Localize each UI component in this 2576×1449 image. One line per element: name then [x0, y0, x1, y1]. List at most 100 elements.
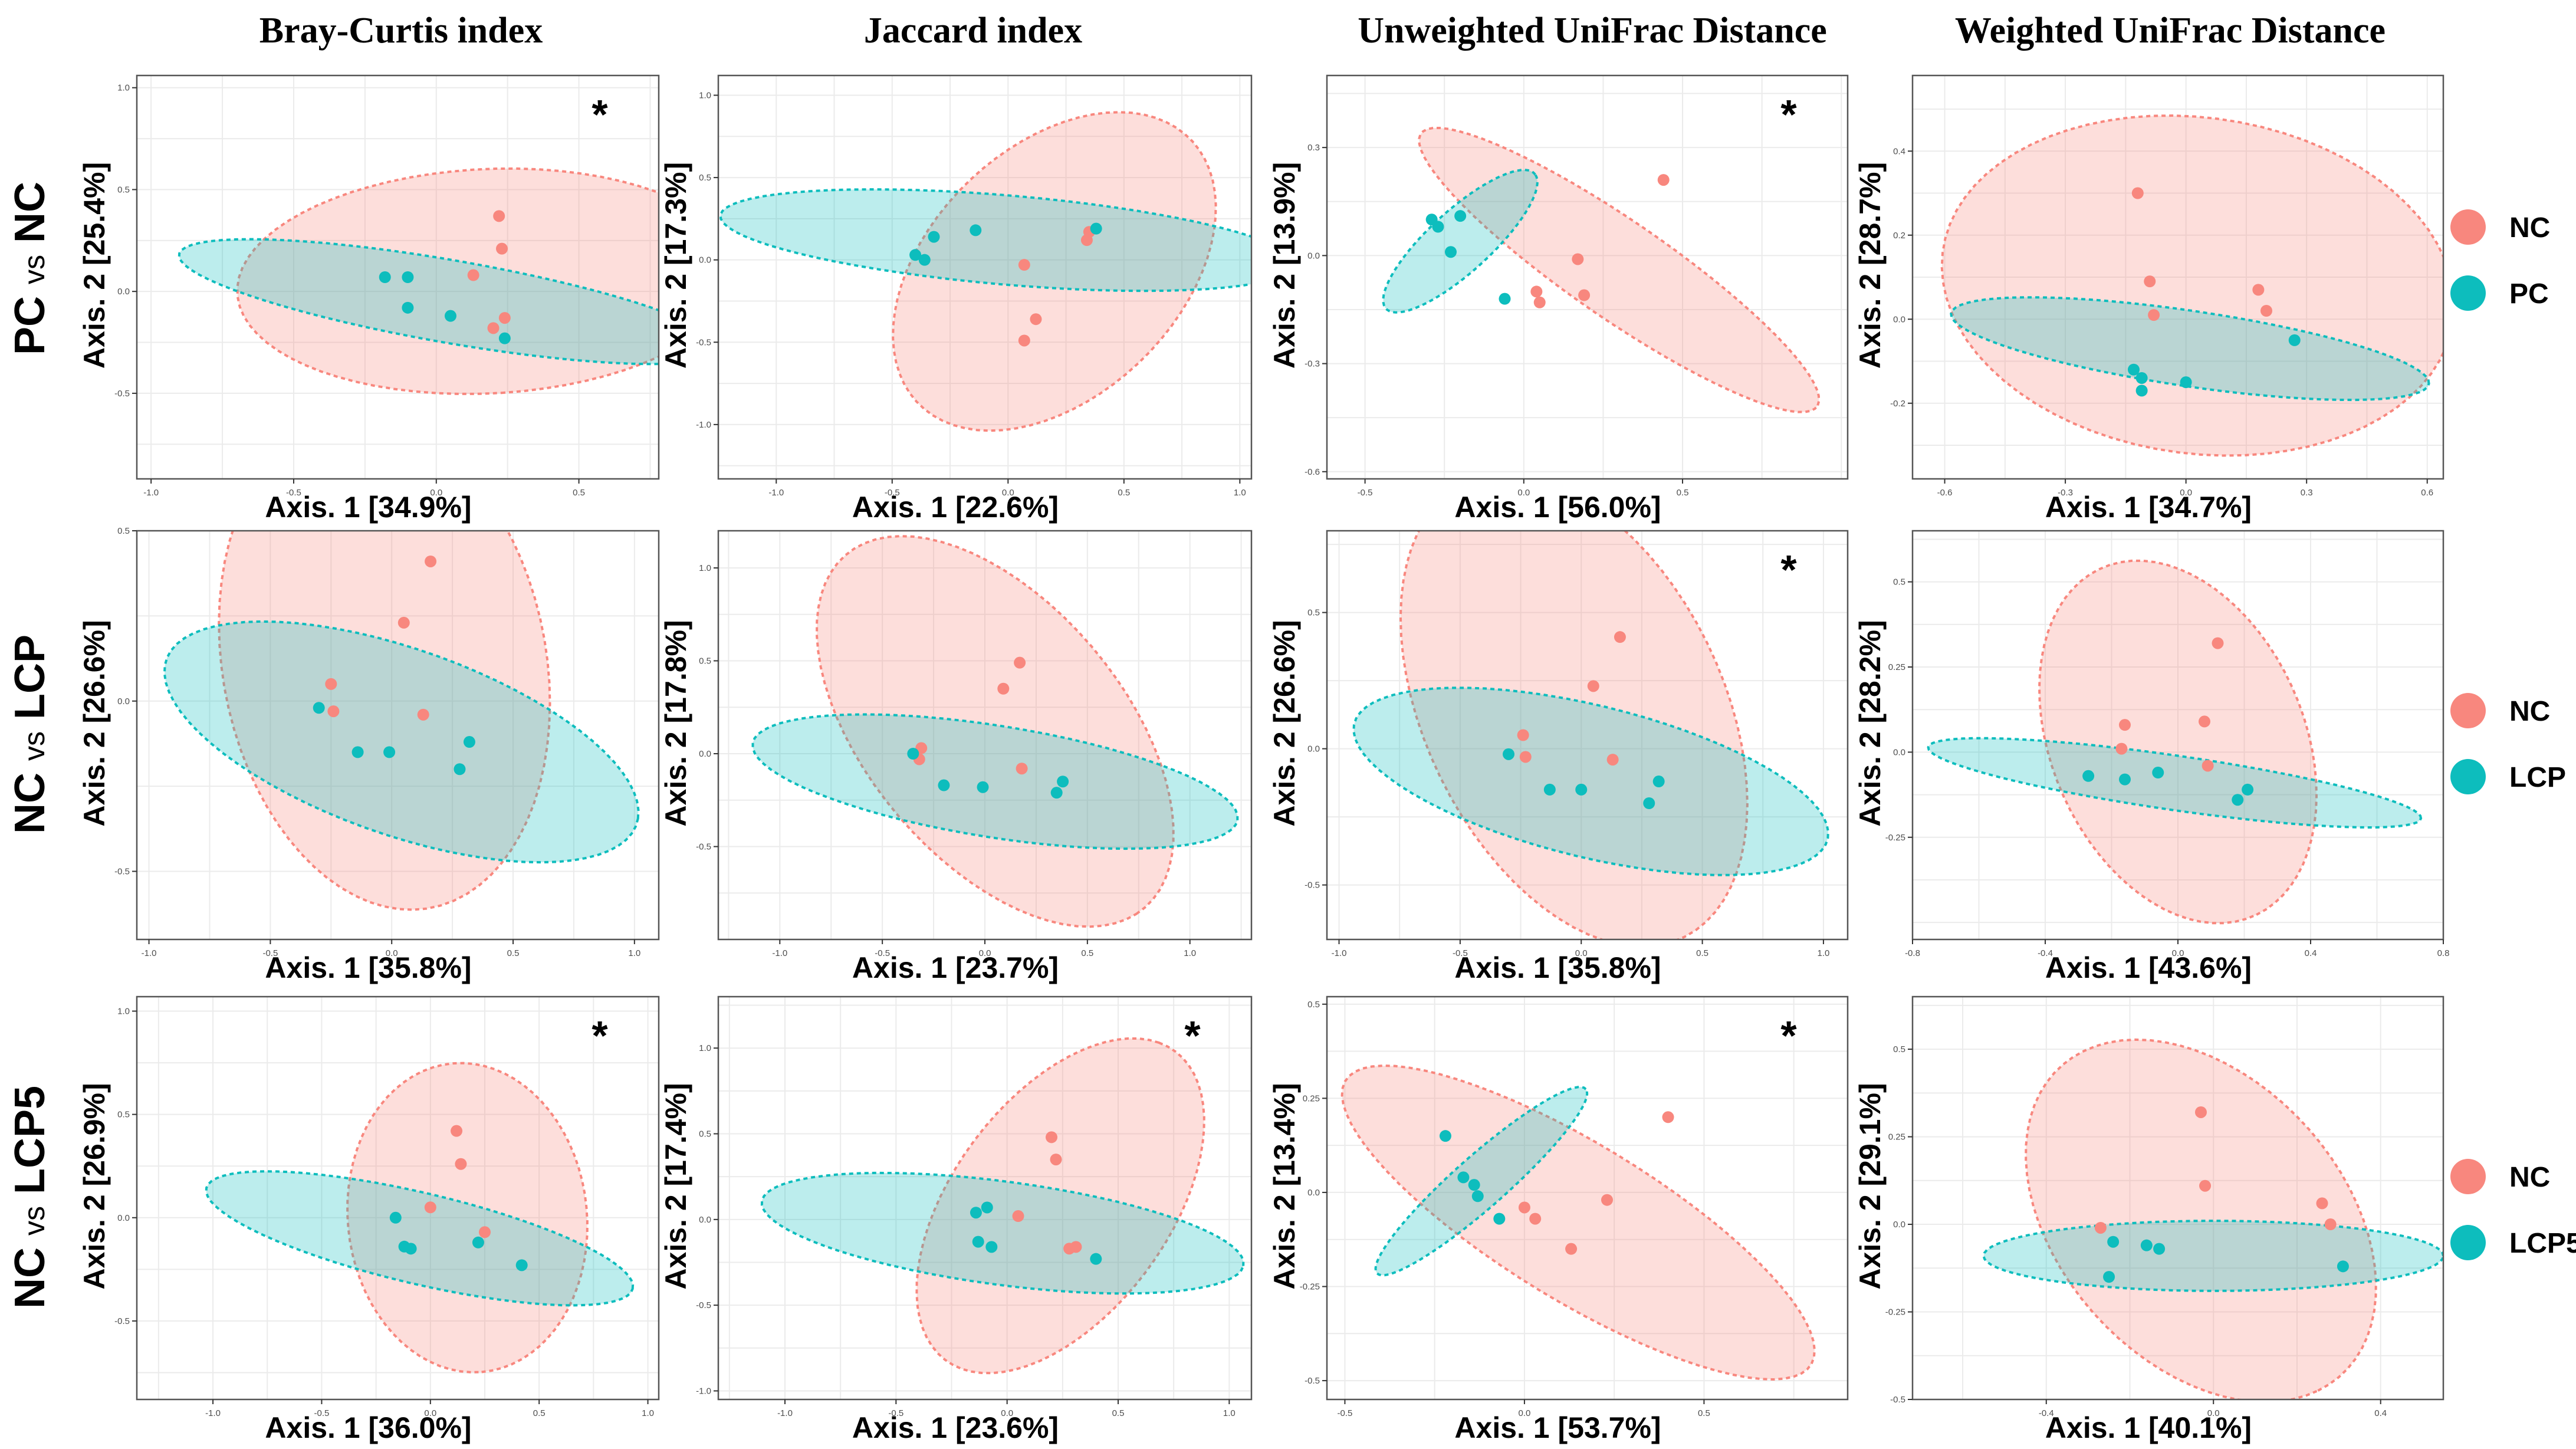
column-title: Bray-Curtis index — [259, 11, 543, 51]
legend-key — [2450, 209, 2486, 245]
y-tick-label: 0.0 — [1307, 251, 1320, 261]
x-tick-label: -0.4 — [2039, 1408, 2054, 1418]
column-title: Jaccard index — [864, 11, 1082, 51]
row-label-text: NC vs LCP — [6, 635, 54, 834]
sample-point-pc — [1454, 210, 1467, 222]
sample-point-nc — [1012, 1210, 1024, 1223]
row-label-group-a: NC — [6, 1236, 54, 1309]
confidence-ellipse-nc — [1418, 127, 1821, 413]
x-tick-label: 0.5 — [533, 1408, 546, 1418]
plot-area — [205, 1062, 635, 1374]
sample-point-lcp — [1643, 797, 1655, 809]
y-tick-label: 0.5 — [1893, 1044, 1905, 1054]
sample-point-nc — [2199, 715, 2210, 728]
sample-point-lcp5 — [2140, 1239, 2153, 1251]
y-tick-label: 0.25 — [1303, 1093, 1320, 1103]
y-axis-label: Axis. 2 [29.1%] — [1854, 1083, 1887, 1289]
panel-background — [718, 997, 1251, 1399]
x-axis-label: Axis. 1 [34.9%] — [265, 491, 471, 524]
panel-border — [136, 530, 660, 941]
sample-point-nc — [1518, 1201, 1530, 1214]
sample-point-pc — [2288, 334, 2301, 346]
y-tick-label: 0.0 — [1307, 744, 1320, 754]
x-axis-label: Axis. 1 [23.7%] — [852, 951, 1059, 984]
plot-area — [751, 535, 1239, 928]
sample-point-lcp — [2119, 773, 2131, 786]
sample-point-nc — [997, 682, 1010, 695]
y-axis-label-group: Axis. 2 [13.9%] — [1268, 162, 1301, 369]
x-axis-label: Axis. 1 [22.6%] — [852, 491, 1059, 524]
confidence-ellipse-nc — [218, 531, 551, 911]
sample-point-nc — [1657, 174, 1670, 186]
y-axis-label: Axis. 2 [17.8%] — [659, 620, 692, 826]
x-tick-label: 0.5 — [573, 488, 585, 498]
y-axis-label-group: Axis. 2 [29.1%] — [1854, 1083, 1887, 1289]
y-tick-label: 0.5 — [117, 526, 130, 536]
x-tick-label: -1.0 — [1332, 948, 1347, 958]
pcoa-panel: -0.6 -0.3 0.0 0.3 0.6 -0.2 0.0 0.2 0.4 Axis. 1 [3… — [1854, 74, 2444, 524]
y-tick-label: -0.5 — [1305, 1376, 1320, 1386]
pcoa-panel: -0.5 0.0 0.5 -0.5 -0.25 0.0 0.25 0.5 Axis. 1 [53… — [1268, 995, 1849, 1444]
sample-point-lcp5 — [2103, 1271, 2115, 1283]
x-tick-label: 0.5 — [1112, 1408, 1125, 1418]
legend-label: LCP5 — [2509, 1228, 2576, 1259]
sample-point-lcp — [2152, 767, 2164, 779]
sample-point-nc — [1030, 313, 1042, 326]
sample-point-lcp — [313, 702, 325, 714]
x-tick-label: -0.3 — [2058, 488, 2073, 498]
y-tick-label: -0.5 — [114, 867, 130, 877]
x-tick-label: -0.5 — [286, 488, 301, 498]
panel-background — [718, 75, 1251, 479]
confidence-ellipse-nc — [915, 1037, 1205, 1375]
y-axis-label: Axis. 2 [28.7%] — [1854, 162, 1887, 369]
y-tick-label: 0.0 — [699, 749, 711, 759]
sample-point-lcp — [351, 746, 364, 758]
sample-point-nc — [2119, 719, 2131, 731]
x-tick-label: -0.5 — [1338, 1408, 1353, 1418]
x-tick-label: 0.3 — [2301, 488, 2313, 498]
x-axis-label: Axis. 1 [56.0%] — [1454, 491, 1661, 524]
confidence-ellipse-lcp5 — [205, 1170, 635, 1307]
sample-point-pc — [1499, 293, 1511, 305]
pcoa-panel: -1.0 -0.5 0.0 0.5 1.0 -0.5 0.0 0.5 Axis. 1 [35.8… — [1268, 530, 1849, 984]
sample-point-pc — [1090, 222, 1102, 235]
sample-point-nc — [1517, 729, 1529, 741]
panel-background — [137, 997, 659, 1399]
row-label: PC vs NC — [6, 182, 54, 355]
y-tick-label: -0.5 — [114, 389, 130, 399]
legend-key — [2450, 275, 2486, 311]
x-tick-label: 0.5 — [1696, 948, 1708, 958]
sample-point-lcp — [938, 779, 950, 791]
row-label-vs: vs — [18, 1206, 51, 1236]
x-tick-label: 0.5 — [1118, 488, 1130, 498]
y-tick-label: -0.5 — [696, 337, 711, 347]
x-tick-label: 0.0 — [424, 1408, 436, 1418]
y-tick-label: 1.0 — [699, 91, 711, 101]
x-tick-label: 0.5 — [1081, 948, 1093, 958]
y-tick-label: 0.0 — [1307, 1188, 1320, 1198]
sample-point-nc — [1050, 1154, 1062, 1166]
y-tick-label: 0.2 — [1893, 231, 1905, 241]
sample-point-lcp — [454, 763, 466, 776]
row-label-text: NC vs LCP5 — [6, 1086, 54, 1309]
row-label-group-b: LCP — [6, 635, 54, 731]
legend-key — [2450, 693, 2486, 728]
x-axis-label: Axis. 1 [35.8%] — [265, 951, 471, 984]
y-axis-label: Axis. 2 [25.4%] — [78, 162, 111, 369]
sample-point-nc — [1018, 334, 1030, 347]
sample-point-lcp5 — [985, 1241, 998, 1253]
sample-point-nc — [2252, 284, 2265, 296]
sample-point-lcp5 — [1493, 1213, 1506, 1225]
sample-point-nc — [327, 705, 340, 718]
plot-area — [760, 1037, 1245, 1375]
sample-point-nc — [2316, 1197, 2328, 1210]
y-tick-label: 0.0 — [117, 287, 130, 297]
pcoa-panel: -1.0 -0.5 0.0 0.5 1.0 -1.0 -0.5 0.0 0.5 1.0 Axis. … — [659, 995, 1253, 1444]
y-tick-label: 0.5 — [699, 173, 711, 183]
sample-point-nc — [1614, 631, 1626, 643]
y-axis-label-group: Axis. 2 [26.6%] — [1268, 620, 1301, 826]
confidence-ellipse-lcp — [1352, 686, 1829, 876]
sample-point-nc — [1530, 285, 1543, 298]
panel-background — [1327, 531, 1848, 939]
legend-label: PC — [2509, 278, 2549, 310]
